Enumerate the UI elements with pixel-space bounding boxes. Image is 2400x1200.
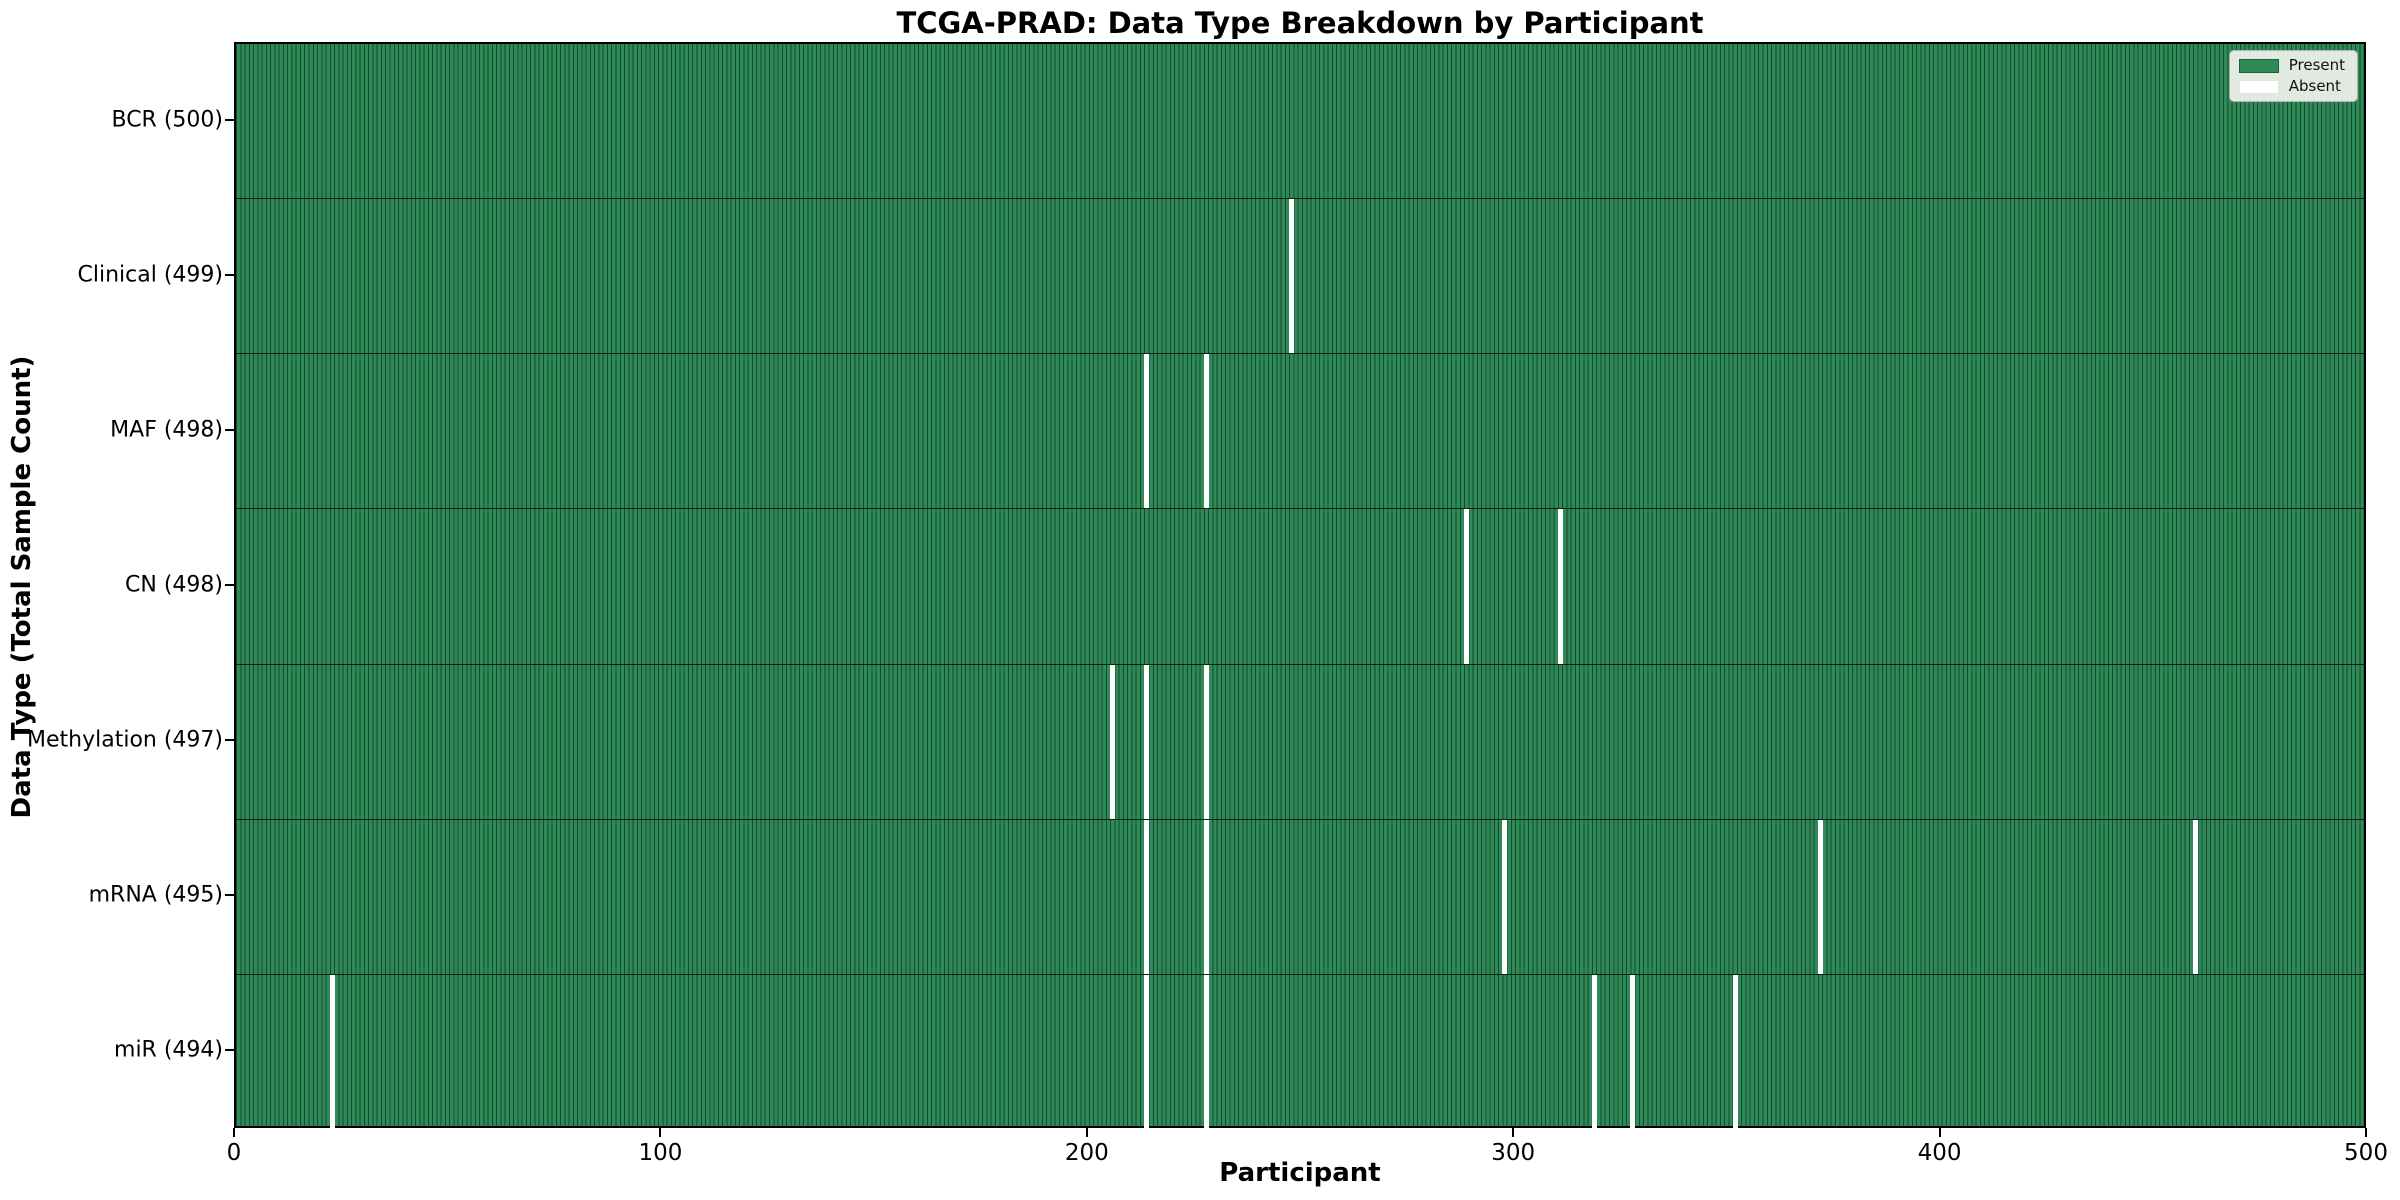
y-tick-label-Clinical: Clinical (499) [77, 262, 223, 288]
heatmap-row-Methylation [236, 664, 2364, 820]
absent-gap [1144, 664, 1150, 819]
y-tick-mark [225, 273, 234, 276]
absent-gap [1817, 819, 1823, 974]
y-tick-mark [225, 428, 234, 431]
absent-gap [1203, 354, 1209, 509]
y-tick-mark [225, 118, 234, 121]
x-tick-mark [2365, 1128, 2367, 1137]
chart-title: TCGA-PRAD: Data Type Breakdown by Partic… [896, 6, 1704, 40]
absent-gap [2193, 819, 2199, 974]
absent-gap [1630, 974, 1636, 1130]
x-tick-label-0: 0 [226, 1140, 242, 1166]
legend-item-present: Present [2238, 56, 2345, 74]
x-tick-label-200: 200 [1064, 1140, 1109, 1166]
y-tick-label-BCR: BCR (500) [111, 107, 223, 133]
absent-gap [1144, 974, 1150, 1130]
legend-swatch-absent [2238, 79, 2279, 94]
absent-gap [329, 974, 335, 1130]
heatmap-row-MAF [236, 354, 2364, 510]
plot-area: Present Absent [234, 42, 2366, 1130]
y-tick-mark [225, 739, 234, 742]
absent-gap [1732, 974, 1738, 1130]
x-tick-mark [1512, 1128, 1515, 1137]
x-axis-label: Participant [1219, 1158, 1381, 1188]
y-tick-label-miR: miR (494) [114, 1037, 223, 1063]
absent-gap [1464, 509, 1469, 664]
absent-gap [1289, 199, 1295, 354]
y-tick-label-MAF: MAF (498) [110, 417, 223, 443]
absent-gap [1110, 664, 1116, 819]
heatmap-row-CN [236, 509, 2364, 665]
y-tick-label-Methylation: Methylation (497) [27, 727, 223, 753]
absent-gap [1203, 974, 1209, 1130]
x-tick-label-100: 100 [638, 1140, 683, 1166]
absent-gap [1203, 664, 1209, 819]
x-tick-mark [1938, 1128, 1941, 1137]
x-tick-mark [233, 1128, 235, 1137]
x-tick-label-500: 500 [2344, 1140, 2388, 1166]
x-tick-mark [1085, 1128, 1088, 1137]
absent-gap [1144, 819, 1150, 974]
x-tick-label-300: 300 [1491, 1140, 1536, 1166]
heatmap-row-Clinical [236, 199, 2364, 355]
heatmap-row-BCR [236, 44, 2364, 200]
y-tick-mark [225, 1049, 234, 1052]
y-tick-label-mRNA: mRNA (495) [88, 882, 223, 908]
legend-label: Absent [2288, 77, 2341, 95]
legend-swatch-present [2238, 58, 2279, 73]
heatmap-row-miR [236, 974, 2364, 1130]
absent-gap [1591, 974, 1597, 1130]
legend: Present Absent [2228, 50, 2358, 102]
y-tick-label-CN: CN (498) [125, 572, 223, 598]
x-tick-mark [659, 1128, 662, 1137]
y-tick-mark [225, 584, 234, 586]
heatmap-row-mRNA [236, 819, 2364, 975]
x-tick-label-400: 400 [1917, 1140, 1962, 1166]
legend-label: Present [2288, 56, 2345, 74]
absent-gap [1144, 354, 1150, 509]
absent-gap [1557, 509, 1563, 664]
absent-gap [1203, 819, 1209, 974]
legend-item-absent: Absent [2238, 77, 2345, 95]
y-tick-mark [225, 894, 234, 897]
absent-gap [1502, 819, 1508, 974]
